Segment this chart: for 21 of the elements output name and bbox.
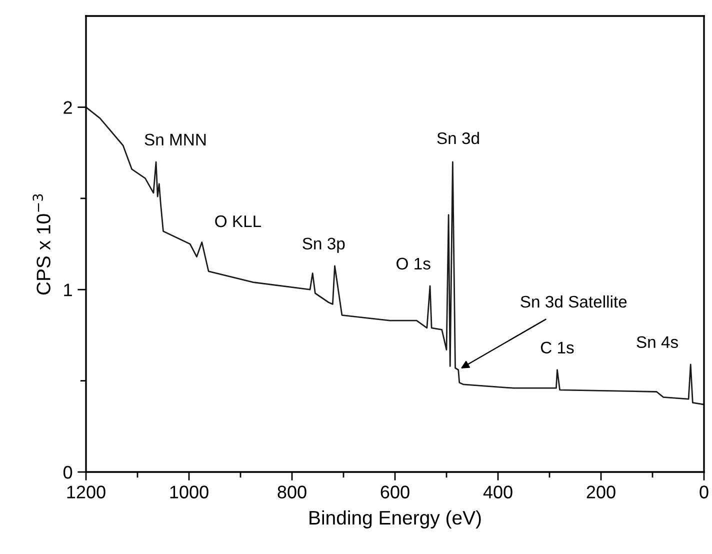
x-tick-label: 1000 (170, 486, 208, 498)
y-tick-label: 0 (63, 466, 72, 479)
x-tick-label: 1200 (67, 486, 106, 498)
annotation: C 1s (540, 342, 574, 354)
annotation: Sn 4s (636, 336, 678, 348)
y-axis-title: CPS x 10$^{−3}$ (32, 194, 50, 295)
annotation: O 1s (396, 258, 430, 270)
annotation: O KLL (215, 215, 262, 228)
annotation: Sn 3d (437, 132, 479, 144)
annotation: Sn MNN (144, 134, 206, 146)
x-tick-label: 0 (700, 486, 708, 498)
x-tick-label: 800 (278, 486, 306, 498)
annotation: Sn 3p (302, 238, 345, 253)
line-series (86, 106, 704, 406)
x-axis-title: Binding Energy (eV) (310, 510, 481, 528)
x-tick-label: 400 (483, 486, 512, 498)
x-tick-label: 600 (380, 486, 410, 498)
annotation: Sn 3d Satellite (520, 295, 627, 308)
y-tick-label: 2 (64, 101, 72, 114)
x-tick-label: 200 (586, 486, 616, 498)
y-tick-label: 1 (64, 284, 72, 296)
